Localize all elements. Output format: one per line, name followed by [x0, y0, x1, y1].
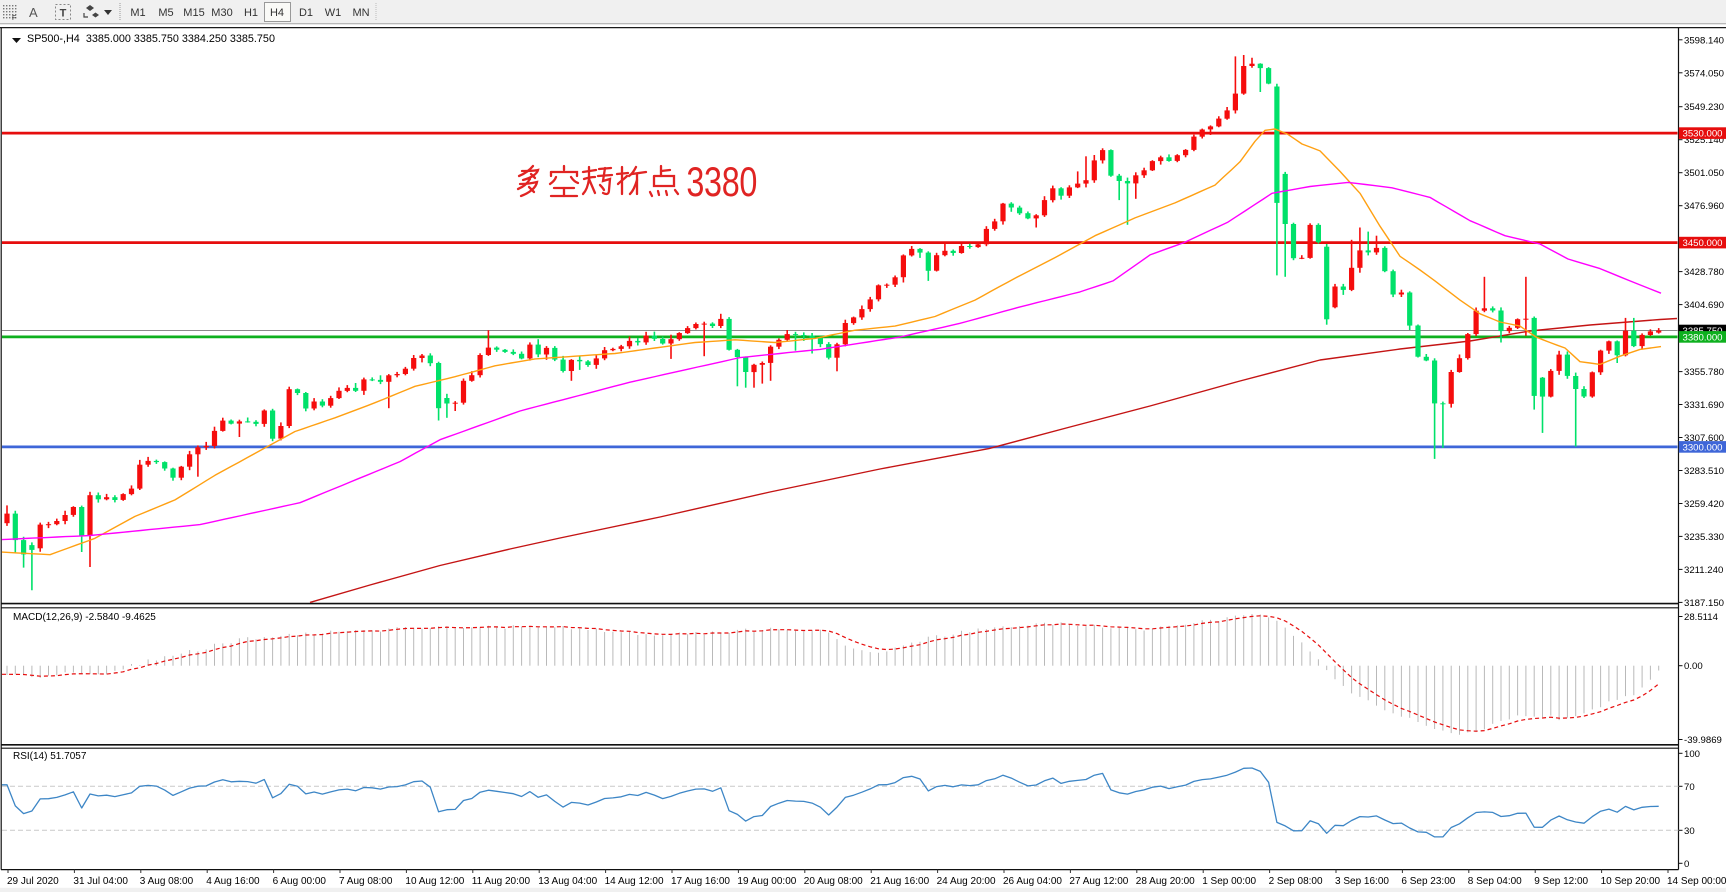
svg-text:3450.000: 3450.000	[1683, 238, 1723, 249]
svg-text:3404.690: 3404.690	[1684, 300, 1724, 311]
svg-text:M15: M15	[183, 7, 204, 19]
svg-text:3283.510: 3283.510	[1684, 466, 1724, 477]
svg-text:M30: M30	[211, 7, 232, 19]
svg-text:3530.000: 3530.000	[1683, 129, 1723, 140]
svg-text:14 Aug 12:00: 14 Aug 12:00	[605, 876, 664, 887]
svg-text:-39.9869: -39.9869	[1684, 735, 1722, 746]
svg-text:3476.960: 3476.960	[1684, 201, 1724, 212]
svg-text:0: 0	[1684, 859, 1689, 870]
svg-text:4 Aug 16:00: 4 Aug 16:00	[206, 876, 260, 887]
svg-text:3574.050: 3574.050	[1684, 68, 1724, 79]
svg-text:M5: M5	[158, 7, 173, 19]
svg-text:10 Sep 20:00: 10 Sep 20:00	[1601, 876, 1661, 887]
svg-text:14 Sep 00:00: 14 Sep 00:00	[1667, 876, 1726, 887]
svg-text:70: 70	[1684, 782, 1695, 793]
svg-text:28.5114: 28.5114	[1684, 612, 1719, 623]
svg-text:20 Aug 08:00: 20 Aug 08:00	[804, 876, 863, 887]
svg-text:3 Sep 16:00: 3 Sep 16:00	[1335, 876, 1389, 887]
svg-text:3380: 3380	[686, 158, 757, 205]
svg-text:H4: H4	[270, 7, 284, 19]
svg-text:A: A	[29, 5, 38, 20]
svg-text:13 Aug 04:00: 13 Aug 04:00	[538, 876, 597, 887]
svg-text:8 Sep 04:00: 8 Sep 04:00	[1468, 876, 1522, 887]
svg-text:3307.600: 3307.600	[1684, 433, 1724, 444]
svg-text:17 Aug 16:00: 17 Aug 16:00	[671, 876, 730, 887]
svg-text:W1: W1	[325, 7, 342, 19]
svg-text:3598.140: 3598.140	[1684, 35, 1724, 46]
svg-text:21 Aug 16:00: 21 Aug 16:00	[870, 876, 929, 887]
svg-text:28 Aug 20:00: 28 Aug 20:00	[1136, 876, 1195, 887]
svg-text:3187.150: 3187.150	[1684, 598, 1724, 609]
svg-text:SP500-,H4 3385.000 3385.750 3: SP500-,H4 3385.000 3385.750 3384.250 338…	[27, 33, 275, 45]
svg-text:100: 100	[1684, 749, 1700, 760]
svg-text:3501.050: 3501.050	[1684, 168, 1724, 179]
svg-text:3380.000: 3380.000	[1683, 332, 1723, 343]
svg-text:M1: M1	[130, 7, 145, 19]
svg-text:31 Jul 04:00: 31 Jul 04:00	[73, 876, 128, 887]
svg-text:6 Aug 00:00: 6 Aug 00:00	[273, 876, 327, 887]
svg-text:T: T	[60, 8, 67, 20]
svg-text:3355.780: 3355.780	[1684, 367, 1724, 378]
svg-text:MN: MN	[352, 7, 369, 19]
svg-text:MACD(12,26,9) -2.5840 -9.4625: MACD(12,26,9) -2.5840 -9.4625	[13, 612, 156, 623]
svg-text:3259.420: 3259.420	[1684, 499, 1724, 510]
svg-text:10 Aug 12:00: 10 Aug 12:00	[405, 876, 464, 887]
svg-text:1 Sep 00:00: 1 Sep 00:00	[1202, 876, 1256, 887]
svg-text:F: F	[12, 15, 16, 22]
svg-text:24 Aug 20:00: 24 Aug 20:00	[937, 876, 996, 887]
svg-text:6 Sep 23:00: 6 Sep 23:00	[1401, 876, 1455, 887]
svg-text:3211.240: 3211.240	[1684, 565, 1723, 576]
svg-text:7 Aug 08:00: 7 Aug 08:00	[339, 876, 393, 887]
svg-text:30: 30	[1684, 826, 1695, 837]
svg-text:3300.000: 3300.000	[1683, 442, 1723, 453]
svg-text:D1: D1	[299, 7, 313, 19]
svg-text:11 Aug 20:00: 11 Aug 20:00	[472, 876, 531, 887]
svg-text:3 Aug 08:00: 3 Aug 08:00	[140, 876, 194, 887]
svg-text:3331.690: 3331.690	[1684, 400, 1724, 411]
svg-text:9 Sep 12:00: 9 Sep 12:00	[1534, 876, 1588, 887]
svg-text:2 Sep 08:00: 2 Sep 08:00	[1269, 876, 1323, 887]
svg-text:H1: H1	[244, 7, 258, 19]
svg-text:3428.780: 3428.780	[1684, 267, 1724, 278]
svg-text:3235.330: 3235.330	[1684, 532, 1724, 543]
svg-text:0.00: 0.00	[1684, 661, 1703, 672]
svg-text:27 Aug 12:00: 27 Aug 12:00	[1069, 876, 1128, 887]
svg-text:26 Aug 04:00: 26 Aug 04:00	[1003, 876, 1062, 887]
svg-text:19 Aug 00:00: 19 Aug 00:00	[737, 876, 796, 887]
svg-text:RSI(14) 51.7057: RSI(14) 51.7057	[13, 751, 87, 762]
svg-text:29 Jul 2020: 29 Jul 2020	[7, 876, 59, 887]
svg-text:3549.230: 3549.230	[1684, 102, 1724, 113]
svg-text:3525.140: 3525.140	[1684, 135, 1724, 146]
